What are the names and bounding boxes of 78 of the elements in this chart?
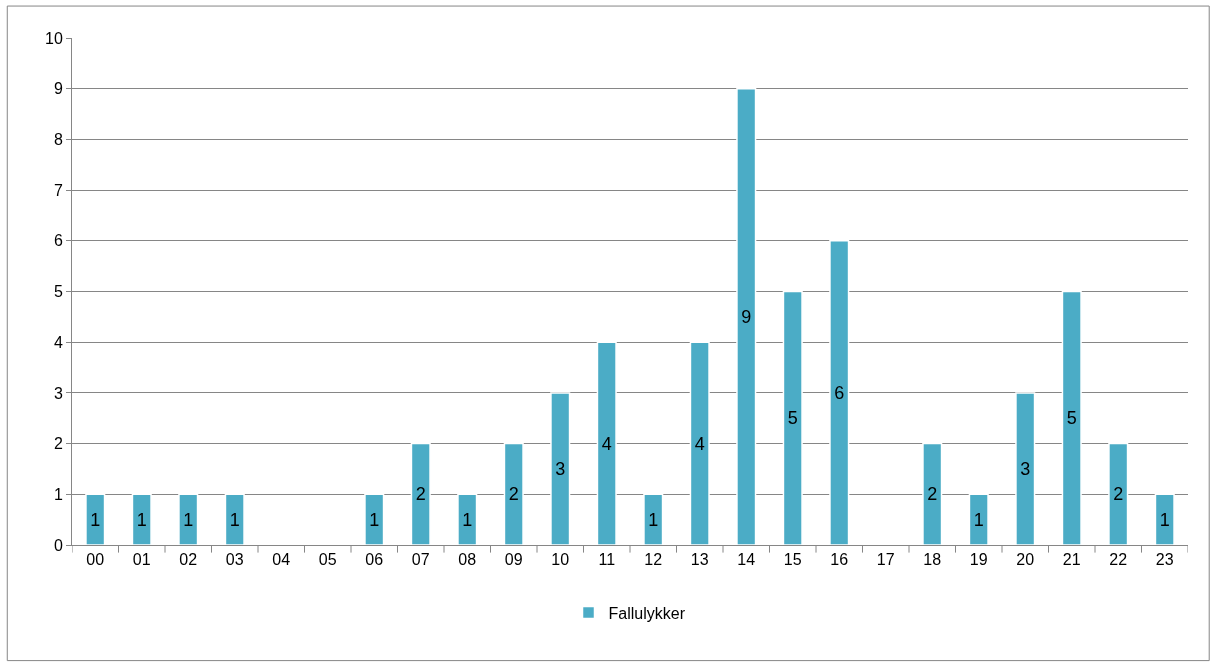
bar xyxy=(85,493,106,545)
x-tick-label: 12 xyxy=(644,551,663,569)
bar xyxy=(131,493,152,545)
x-tick-label: 21 xyxy=(1062,551,1081,569)
data-label: 1 xyxy=(369,509,380,530)
data-label: 3 xyxy=(555,458,566,479)
y-tick-label: 3 xyxy=(53,384,63,402)
bar xyxy=(457,493,478,545)
data-label: 1 xyxy=(90,509,101,530)
x-tick-label: 04 xyxy=(272,551,291,569)
bar xyxy=(503,442,524,545)
x-tick-label: 17 xyxy=(876,551,895,569)
x-tick-label: 19 xyxy=(969,551,988,569)
data-label: 1 xyxy=(648,509,659,530)
x-tick-label: 03 xyxy=(225,551,244,569)
y-tick-label: 2 xyxy=(53,435,63,453)
bar xyxy=(922,442,943,545)
x-tick-label: 05 xyxy=(318,551,337,569)
data-label: 2 xyxy=(927,484,938,505)
data-label: 2 xyxy=(1113,484,1124,505)
legend-label: Fallulykker xyxy=(608,604,686,622)
x-tick-label: 09 xyxy=(504,551,523,569)
bar xyxy=(1108,442,1129,545)
data-label: 5 xyxy=(787,408,798,429)
bar xyxy=(178,493,199,545)
data-label: 2 xyxy=(415,484,426,505)
bar xyxy=(1061,290,1082,545)
y-tick-label: 6 xyxy=(53,232,63,250)
data-label: 3 xyxy=(1020,458,1031,479)
data-label: 2 xyxy=(508,484,519,505)
x-tick-label: 14 xyxy=(737,551,756,569)
data-label: 5 xyxy=(1066,408,1077,429)
x-tick-label: 23 xyxy=(1155,551,1174,569)
bar xyxy=(410,442,431,545)
bar xyxy=(643,493,664,545)
bar xyxy=(782,290,803,545)
x-tick-label: 02 xyxy=(179,551,198,569)
bar xyxy=(224,493,245,545)
data-label: 1 xyxy=(229,509,240,530)
bar xyxy=(689,341,710,545)
y-tick-label: 8 xyxy=(53,131,63,148)
data-label: 1 xyxy=(136,509,147,530)
x-tick-label: 00 xyxy=(86,551,105,569)
data-label: 1 xyxy=(462,509,473,530)
bar xyxy=(736,87,757,545)
data-label: 6 xyxy=(834,382,845,403)
x-tick-label: 15 xyxy=(783,551,802,569)
x-tick-label: 22 xyxy=(1109,551,1128,569)
x-tick-label: 01 xyxy=(132,551,151,569)
y-tick-label: 9 xyxy=(53,80,63,98)
bar xyxy=(364,493,385,545)
x-tick-label: 18 xyxy=(923,551,942,569)
bar xyxy=(1154,493,1175,545)
x-tick-label: 07 xyxy=(411,551,430,569)
data-label: 1 xyxy=(1159,509,1170,530)
x-tick-label: 06 xyxy=(365,551,384,569)
data-label: 1 xyxy=(973,509,984,530)
bar xyxy=(829,240,850,545)
bar xyxy=(968,493,989,545)
x-tick-label: 10 xyxy=(551,551,570,569)
bar xyxy=(1015,392,1036,545)
bar xyxy=(550,392,571,545)
x-tick-label: 20 xyxy=(1016,551,1035,569)
y-tick-label: 5 xyxy=(53,283,63,301)
x-tick-label: 16 xyxy=(830,551,849,569)
data-label: 4 xyxy=(694,433,705,454)
y-tick-label: 7 xyxy=(53,181,63,199)
y-tick-label: 1 xyxy=(53,485,63,503)
data-label: 1 xyxy=(183,509,194,530)
data-label: 9 xyxy=(741,306,752,327)
data-label: 4 xyxy=(601,433,612,454)
y-tick-label: 0 xyxy=(53,536,63,554)
bar xyxy=(596,341,617,545)
y-tick-label: 4 xyxy=(53,333,63,351)
x-tick-label: 13 xyxy=(690,551,709,569)
x-tick-label: 11 xyxy=(598,551,616,569)
x-tick-label: 08 xyxy=(458,551,477,569)
y-tick-label: 10 xyxy=(45,29,63,47)
